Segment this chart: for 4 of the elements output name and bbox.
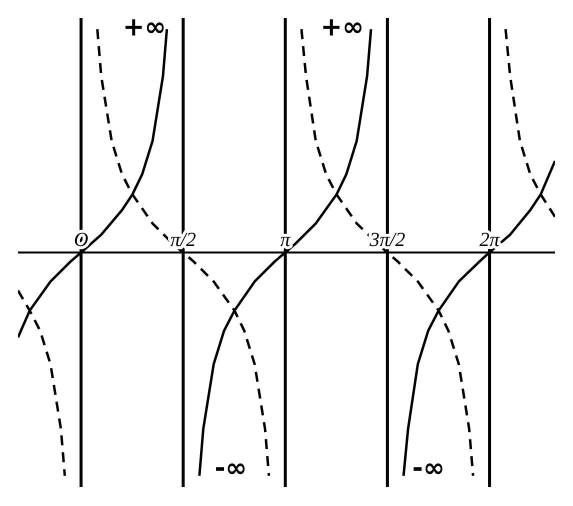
- annotation: -∞: [214, 454, 248, 484]
- annotation: -∞: [412, 454, 445, 484]
- annotation: +∞: [320, 12, 364, 43]
- annotation: +∞: [122, 12, 166, 43]
